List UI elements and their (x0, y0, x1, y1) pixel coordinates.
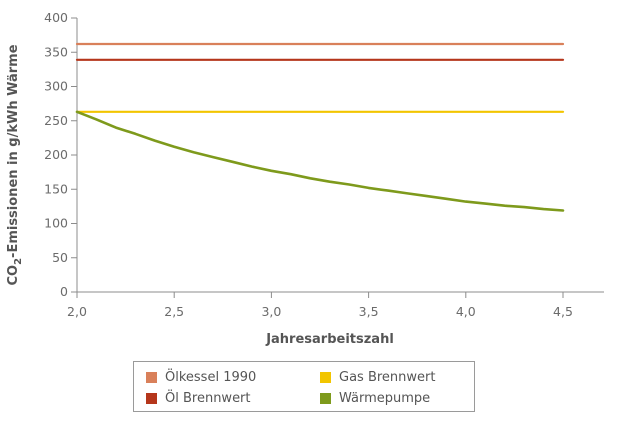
x-tick-label: 3,5 (359, 304, 379, 319)
legend-swatch-oel-brennwert (146, 392, 157, 404)
y-tick-label: 200 (44, 147, 68, 162)
legend-swatch-oelkessel-1990 (146, 371, 157, 383)
x-tick-label: 3,0 (261, 304, 281, 319)
legend-swatch-waermepumpe (320, 392, 331, 404)
y-tick-label: 0 (60, 284, 68, 299)
legend-item-waermepumpe: Wärmepumpe (320, 389, 430, 407)
y-tick-label: 150 (44, 181, 68, 196)
y-axis-title-prefix: CO (6, 265, 21, 286)
x-tick-label: 2,5 (164, 304, 184, 319)
x-tick-label: 2,0 (67, 304, 87, 319)
legend-item-oel-brennwert: Öl Brennwert (146, 389, 251, 407)
legend-item-oelkessel-1990: Ölkessel 1990 (146, 368, 256, 386)
legend-label-gas-brennwert: Gas Brennwert (339, 369, 436, 385)
series-lines (75, 42, 565, 212)
y-axis-title-subscript: 2 (13, 258, 24, 265)
legend-label-oelkessel-1990: Ölkessel 1990 (165, 369, 257, 385)
y-ticks: 0 50 100 150 200 250 300 350 400 (44, 10, 77, 299)
x-tick-label: 4,5 (553, 304, 573, 319)
legend-item-gas-brennwert: Gas Brennwert (320, 368, 435, 386)
y-axis-title: CO2-Emissionen in g/kWh Wärme (6, 44, 24, 285)
y-tick-label: 50 (52, 250, 68, 265)
legend-swatch-gas-brennwert (320, 371, 331, 383)
legend-label-oel-brennwert: Öl Brennwert (165, 390, 251, 406)
x-ticks: 2,0 2,5 3,0 3,5 4,0 4,5 (67, 292, 573, 319)
y-tick-label: 100 (44, 216, 68, 231)
y-axis-title-suffix: -Emissionen in g/kWh Wärme (6, 44, 21, 258)
x-axis-title: Jahresarbeitszahl (265, 332, 394, 347)
x-tick-label: 4,0 (456, 304, 476, 319)
legend: Ölkessel 1990 Gas Brennwert Öl Brennwert… (133, 361, 475, 412)
series-line-waermepumpe (75, 110, 565, 212)
y-tick-label: 400 (44, 10, 68, 25)
y-tick-label: 300 (44, 79, 68, 94)
y-tick-label: 250 (44, 113, 68, 128)
y-tick-label: 350 (44, 44, 68, 59)
legend-label-waermepumpe: Wärmepumpe (339, 390, 431, 406)
